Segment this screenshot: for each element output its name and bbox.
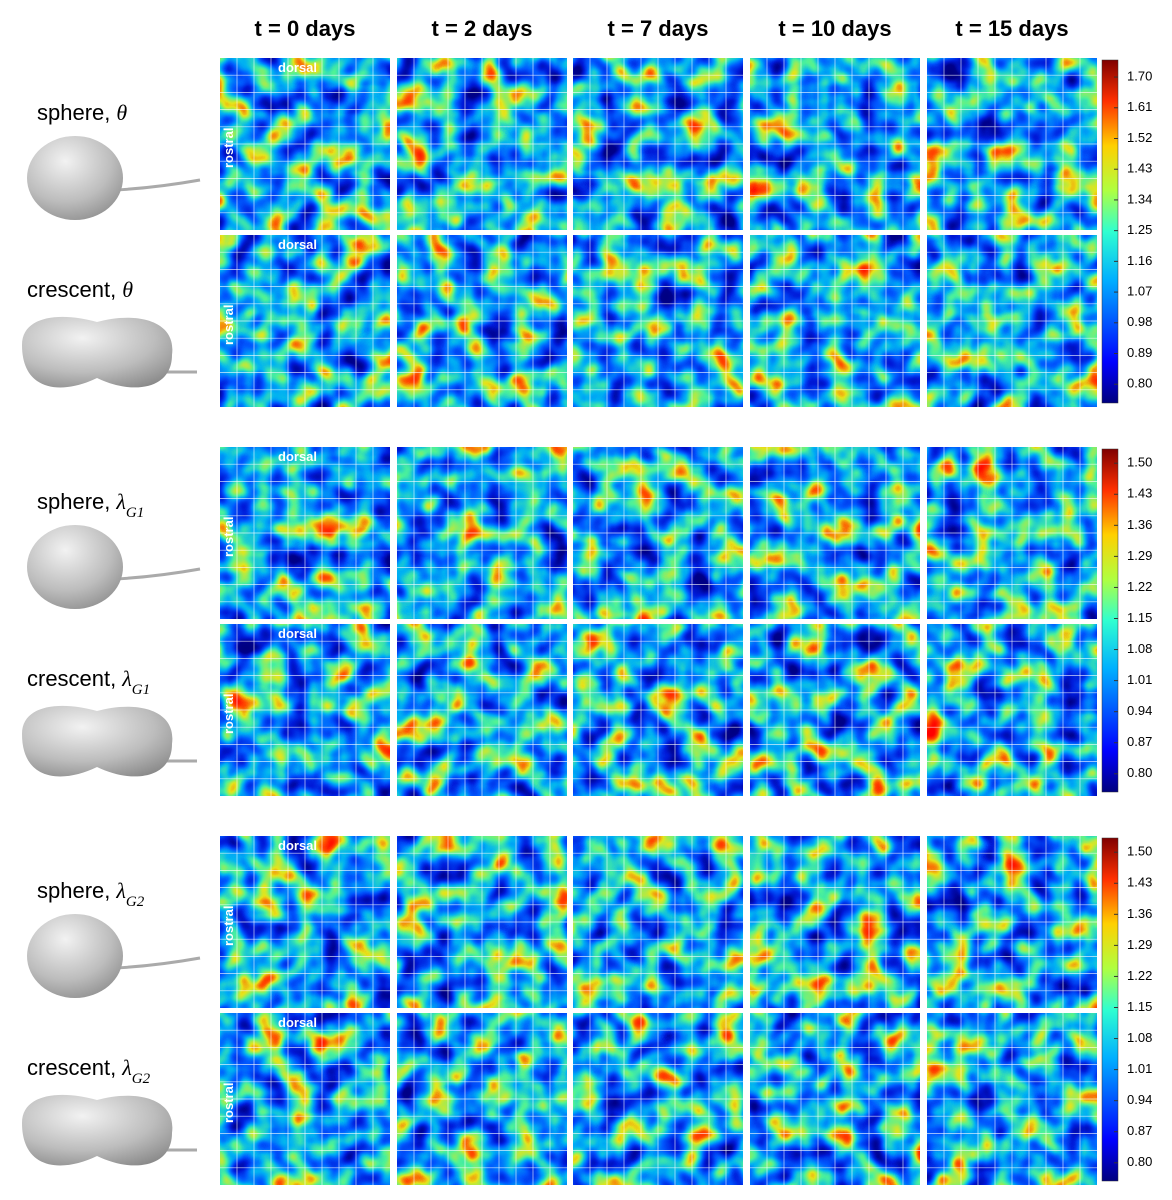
row-label: sphere, λG2 [37, 878, 145, 910]
colorbar-tick-label: 0.80 [1127, 1154, 1152, 1169]
row-label: crescent, θ [27, 277, 133, 302]
colorbar-tick-label: 1.70 [1127, 69, 1152, 84]
row-symbol: λ [121, 1055, 132, 1080]
row-subscript: G1 [132, 682, 150, 698]
colorbar-tick-label: 1.01 [1127, 672, 1152, 687]
row-subscript: G1 [126, 505, 144, 521]
colorbar-tick-label: 1.50 [1127, 844, 1152, 859]
colorbar-tick-label: 0.94 [1127, 703, 1152, 718]
dorsal-label: dorsal [278, 1015, 317, 1030]
sphere-mouse [27, 525, 201, 609]
row-name: sphere, [37, 878, 110, 903]
rostral-label: rostral [221, 517, 236, 557]
rostral-label: rostral [221, 906, 236, 946]
colorbar-tick-label: 1.43 [1127, 486, 1152, 501]
rostral-label: rostral [221, 1083, 236, 1123]
colorbar-tick-label: 0.87 [1127, 734, 1152, 749]
row-symbol: θ [122, 277, 133, 302]
colorbar-tick-label: 1.22 [1127, 579, 1152, 594]
colorbar-tick-label: 1.36 [1127, 906, 1152, 921]
row-subscript: G2 [126, 894, 145, 910]
colorbar-tick-label: 0.87 [1127, 1123, 1152, 1138]
colorbar-tick-label: 1.22 [1127, 968, 1152, 983]
row-symbol: λ [115, 878, 126, 903]
sphere-mouse [27, 914, 201, 998]
colorbar-tick-label: 0.98 [1127, 314, 1152, 329]
row-symbol: λ [121, 666, 132, 691]
crescent-mouse [22, 1094, 197, 1166]
row-symbol: λ [115, 489, 126, 514]
row-name: crescent, [27, 277, 116, 302]
colorbar-tick-label: 1.52 [1127, 130, 1152, 145]
rostral-label: rostral [221, 305, 236, 345]
row-name: crescent, [27, 1055, 116, 1080]
column-header: t = 15 days [955, 16, 1068, 41]
crescent-mouse [22, 705, 197, 777]
dorsal-label: dorsal [278, 237, 317, 252]
colorbar-tick-label: 1.08 [1127, 1030, 1152, 1045]
colorbar-tick-label: 1.50 [1127, 455, 1152, 470]
colorbar-tick-label: 0.89 [1127, 345, 1152, 360]
colorbar-tick-label: 1.15 [1127, 999, 1152, 1014]
rostral-label: rostral [221, 694, 236, 734]
colorbar-tick-label: 1.29 [1127, 937, 1152, 952]
dorsal-label: dorsal [278, 838, 317, 853]
colorbar [1101, 837, 1119, 1182]
colorbar-tick-label: 1.34 [1127, 191, 1152, 206]
colorbar-tick-label: 1.61 [1127, 99, 1152, 114]
colorbar-tick-label: 1.16 [1127, 253, 1152, 268]
row-subscript: G2 [132, 1071, 151, 1087]
row-label: crescent, λG1 [27, 666, 150, 698]
colorbar-tick-label: 1.07 [1127, 284, 1152, 299]
row-label: sphere, λG1 [37, 489, 144, 521]
rostral-label: rostral [221, 128, 236, 168]
colorbar-tick-label: 1.01 [1127, 1061, 1152, 1076]
column-header: t = 2 days [432, 16, 533, 41]
row-name: crescent, [27, 666, 116, 691]
colorbar-tick-label: 1.29 [1127, 548, 1152, 563]
dorsal-label: dorsal [278, 60, 317, 75]
colorbar-tick-label: 0.80 [1127, 765, 1152, 780]
row-label: sphere, θ [37, 100, 127, 125]
colorbar [1101, 59, 1119, 404]
colorbar-tick-label: 0.94 [1127, 1092, 1152, 1107]
column-header: t = 7 days [608, 16, 709, 41]
colorbar-tick-label: 1.43 [1127, 161, 1152, 176]
colorbar [1101, 448, 1119, 793]
colorbar-tick-label: 1.36 [1127, 517, 1152, 532]
colorbar-tick-label: 1.25 [1127, 222, 1152, 237]
row-symbol: θ [116, 100, 127, 125]
colorbar-tick-label: 1.08 [1127, 641, 1152, 656]
colorbar-tick-label: 1.43 [1127, 875, 1152, 890]
column-header: t = 0 days [255, 16, 356, 41]
row-name: sphere, [37, 100, 110, 125]
dorsal-label: dorsal [278, 626, 317, 641]
row-label: crescent, λG2 [27, 1055, 151, 1087]
row-name: sphere, [37, 489, 110, 514]
sphere-mouse [27, 136, 201, 220]
colorbar-tick-label: 1.15 [1127, 610, 1152, 625]
dorsal-label: dorsal [278, 449, 317, 464]
column-header: t = 10 days [778, 16, 891, 41]
colorbar-tick-label: 0.80 [1127, 376, 1152, 391]
crescent-mouse [22, 316, 197, 388]
